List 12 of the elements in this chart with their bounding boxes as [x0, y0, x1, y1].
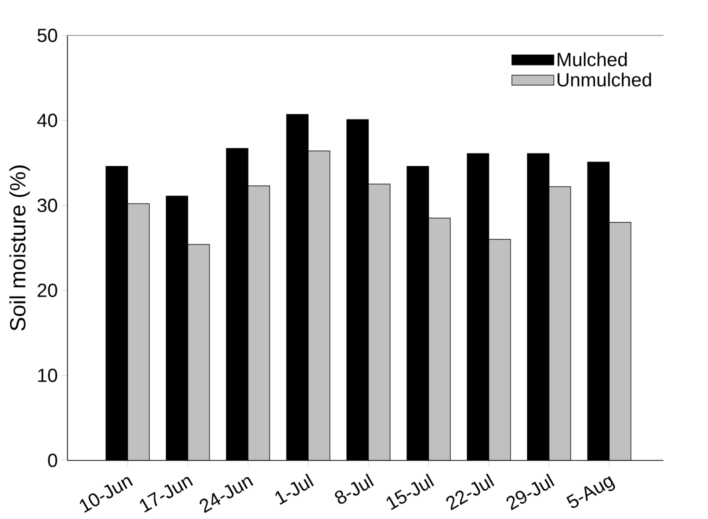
x-tick-label: 1-Jul [275, 474, 314, 505]
y-tick-label: 40 [37, 114, 58, 128]
y-tick-label: 10 [38, 368, 58, 382]
x-tick-label: 5-Aug [566, 476, 616, 508]
y-tick-label: 30 [37, 198, 58, 212]
y-axis-title: Soil moisture (%) [9, 166, 30, 331]
legend-label: Unmulched [558, 72, 652, 87]
y-tick-label: 20 [38, 284, 58, 298]
x-tick-label: 8-Jul [334, 474, 374, 504]
y-tick-label: 0 [48, 454, 58, 468]
y-tick-label: 50 [38, 28, 58, 42]
legend-label: Mulched [558, 52, 627, 66]
